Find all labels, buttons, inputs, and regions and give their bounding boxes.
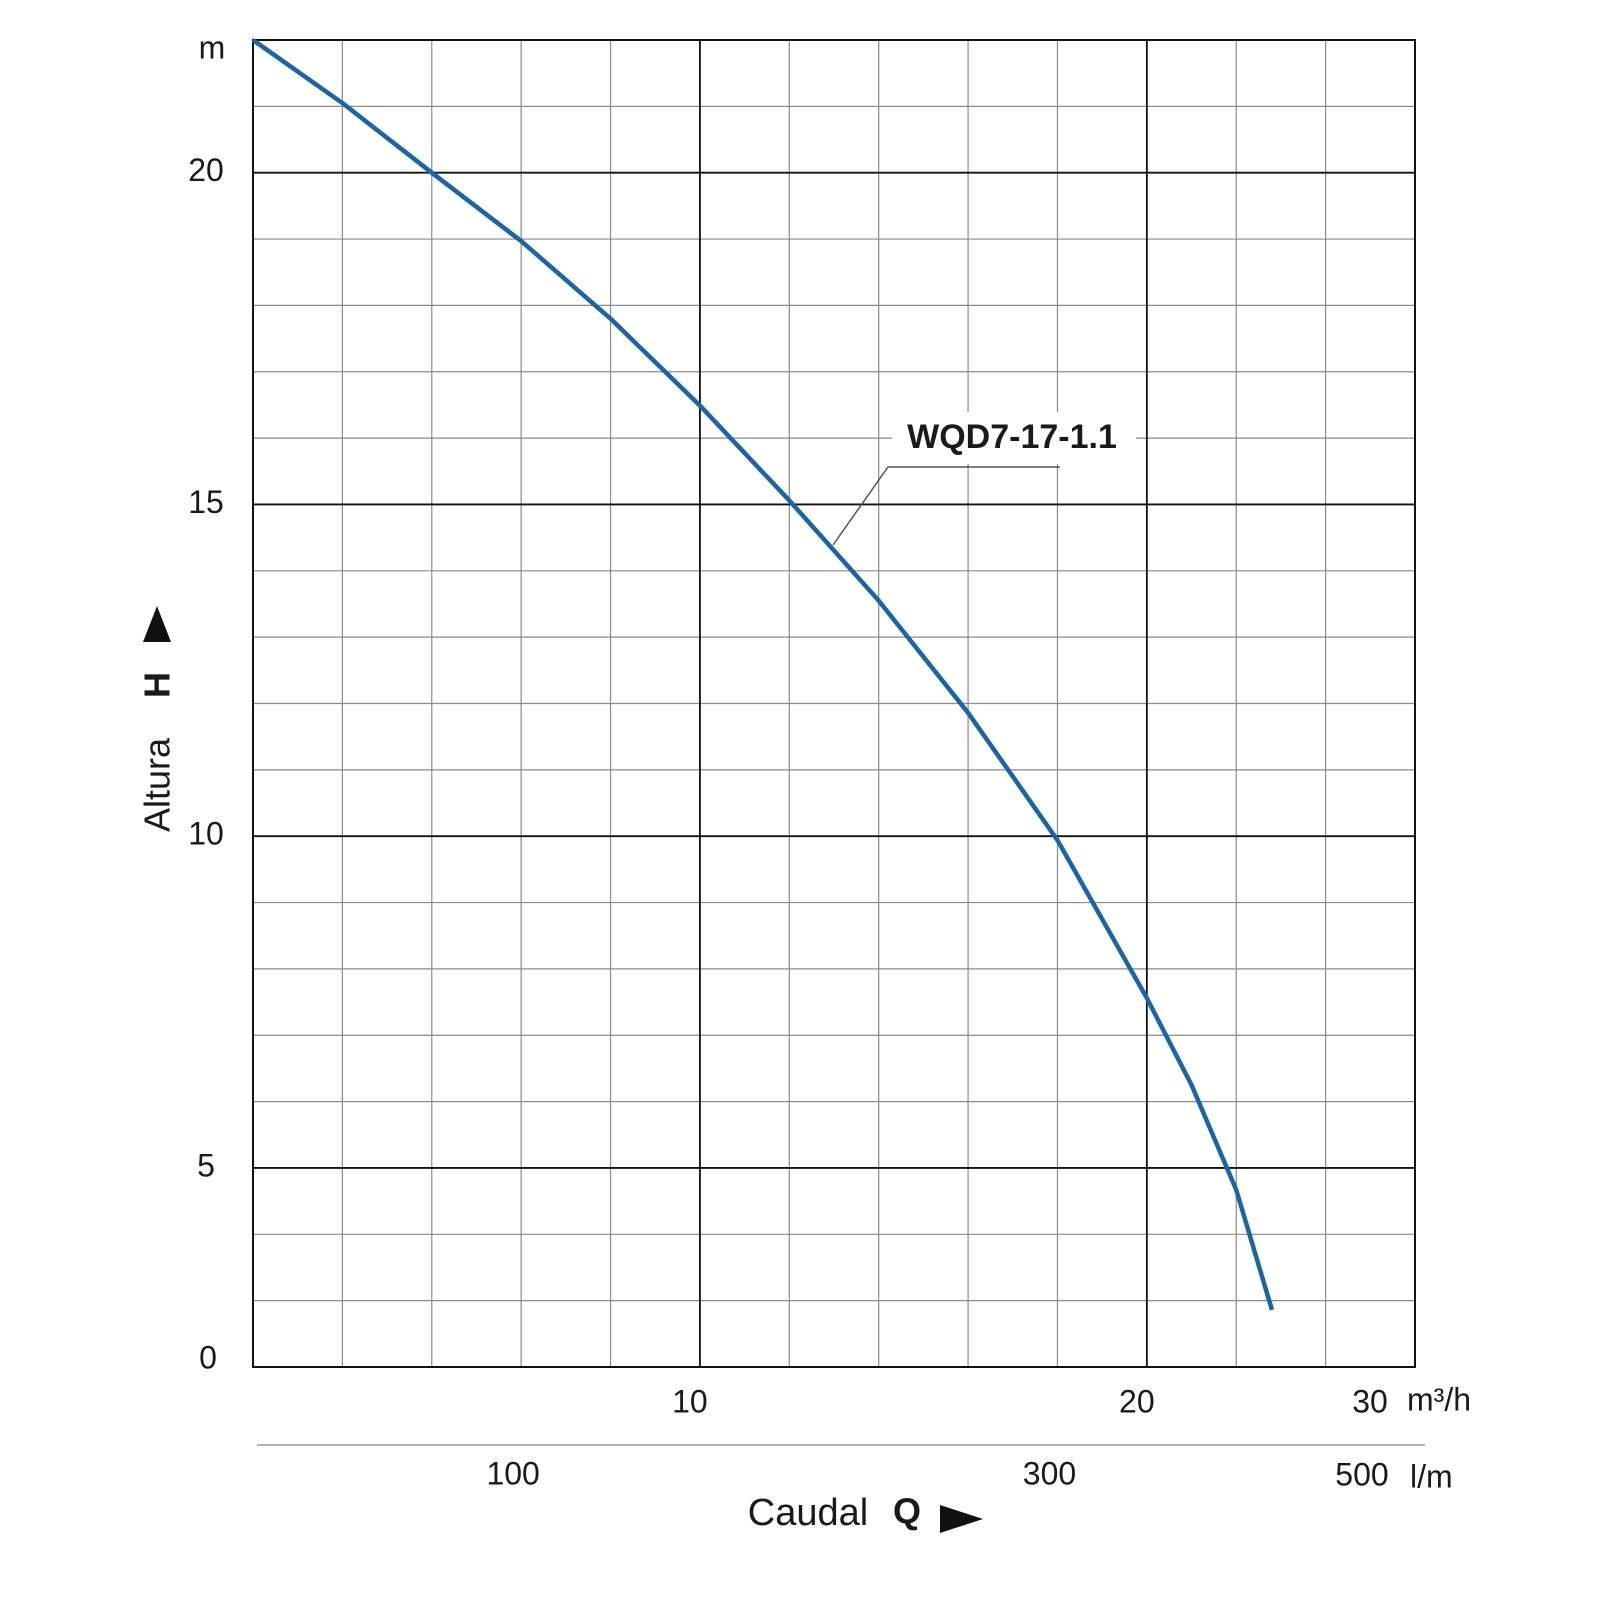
x-arrow [940,1505,983,1533]
x-unit: m³/h [1407,1381,1471,1417]
x2-tick-label: 100 [486,1455,539,1491]
y-axis-title: Altura [137,737,178,832]
y-origin-label: 0 [199,1339,217,1375]
y-tick-label: 10 [188,816,224,852]
x2-end-label: 500 [1335,1456,1388,1492]
y-tick-label: 20 [188,152,224,188]
x-axis-title: Caudal [748,1492,868,1534]
y-tick-label: 15 [188,484,224,520]
x-tick-label: 10 [672,1383,708,1419]
label-bg [892,412,1136,464]
x-axis-symbol: Q [893,1491,921,1532]
y-arrow [143,606,171,642]
y-tick-label: 5 [197,1147,215,1183]
x-tick-label: 20 [1119,1383,1155,1419]
y-unit: m [199,29,226,65]
grid [253,40,1415,1367]
series-line [251,38,1275,1311]
curve-layer [251,38,1275,1311]
x-end-label: 30 [1352,1383,1388,1419]
x2-unit: l/m [1410,1458,1453,1494]
plot-frame [252,39,1416,1368]
x2-tick-label: 300 [1023,1455,1076,1491]
leader-line [832,466,1060,546]
series-label: WQD7-17-1.1 [907,418,1117,456]
y-axis-symbol: H [137,672,178,698]
